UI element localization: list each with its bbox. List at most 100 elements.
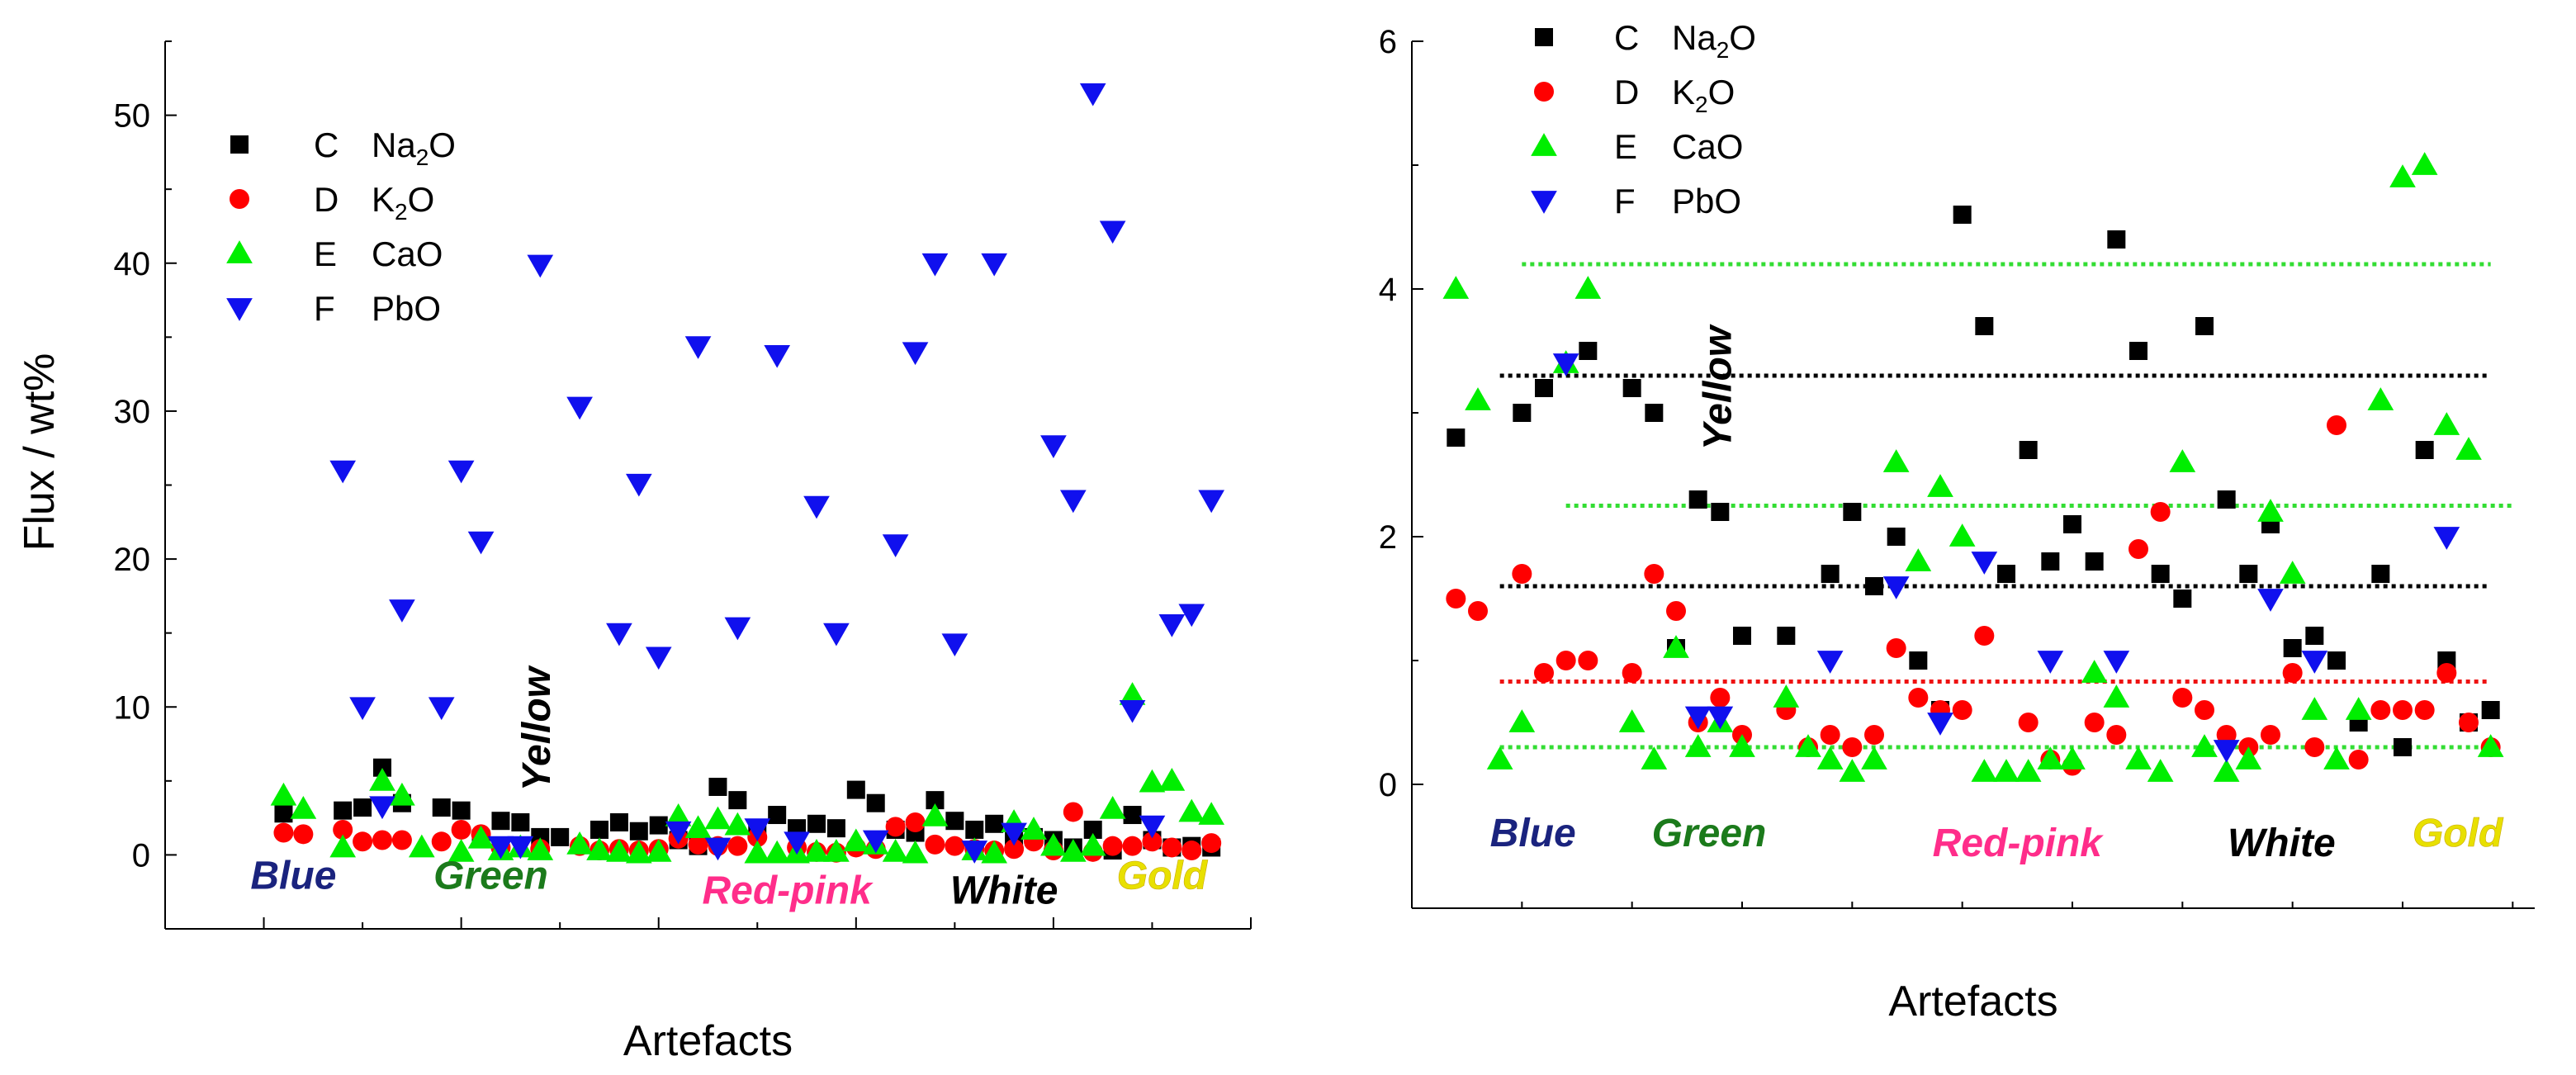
point-k2o (2195, 700, 2214, 720)
point-pbo (862, 830, 889, 854)
series-na2o (1447, 206, 2500, 756)
point-pbo (1178, 604, 1205, 627)
point-k2o (1644, 564, 1664, 584)
point-cao (1465, 387, 1491, 410)
category-label-white: White (2228, 822, 2336, 865)
point-cao (842, 828, 869, 852)
point-k2o (2436, 663, 2457, 683)
point-pbo (823, 623, 850, 646)
point-cao (2103, 684, 2130, 708)
legend-label-cao: E CaO (314, 234, 443, 273)
point-cao (2433, 412, 2460, 435)
point-na2o (2305, 627, 2324, 645)
point-k2o (2393, 700, 2413, 720)
y-tick-label: 2 (1379, 519, 1397, 556)
point-cao (1178, 798, 1205, 822)
point-na2o (1645, 404, 1664, 422)
point-pbo (389, 599, 415, 623)
point-k2o (1181, 841, 1202, 861)
point-pbo (329, 460, 357, 484)
point-cao (1641, 746, 1668, 770)
legend-marker-cao (1531, 133, 1557, 156)
point-na2o (708, 778, 727, 796)
point-pbo (606, 623, 632, 646)
point-k2o (1974, 626, 1995, 646)
point-na2o (649, 816, 668, 835)
point-pbo (784, 831, 810, 855)
point-cao (2279, 561, 2306, 584)
point-k2o (905, 812, 926, 832)
point-cao (1663, 635, 1689, 658)
point-pbo (902, 342, 929, 366)
point-pbo (2257, 589, 2284, 612)
point-cao (1816, 746, 1844, 770)
point-cao (1993, 759, 2020, 782)
point-na2o (2041, 552, 2060, 571)
point-na2o (728, 791, 747, 810)
point-k2o (2172, 688, 2193, 708)
point-na2o (926, 791, 945, 810)
point-pbo (704, 837, 732, 861)
y-tick-label: 6 (1379, 24, 1397, 60)
point-na2o (1997, 565, 2015, 583)
y-tick-label: 0 (1379, 767, 1397, 803)
point-na2o (1733, 627, 1751, 645)
point-pbo (941, 633, 968, 657)
point-na2o (807, 814, 826, 833)
legend-label-k2o: D K2O (314, 180, 434, 225)
point-cao (1684, 734, 1712, 757)
category-label-gold: Gold (2413, 812, 2504, 855)
point-cao (447, 838, 475, 862)
point-na2o (1887, 528, 1906, 546)
point-pbo (349, 697, 376, 721)
point-na2o (1447, 429, 1466, 447)
category-label-yellow: Yellow (515, 665, 559, 791)
point-na2o (2371, 565, 2390, 583)
point-cao (2015, 759, 2042, 782)
point-na2o (432, 798, 451, 817)
point-k2o (2018, 713, 2039, 732)
point-k2o (2106, 725, 2127, 745)
point-cao (2037, 746, 2064, 770)
point-na2o (2173, 590, 2192, 608)
point-cao (744, 840, 771, 864)
point-na2o (2239, 565, 2258, 583)
legend-label-cao: E CaO (1614, 127, 1743, 166)
point-na2o (452, 801, 471, 820)
series-cao (270, 682, 1225, 864)
point-cao (2345, 697, 2372, 720)
point-cao (1020, 817, 1047, 840)
point-na2o (1513, 404, 1532, 422)
point-na2o (985, 814, 1004, 833)
point-na2o (826, 819, 845, 838)
point-cao (2059, 746, 2086, 770)
point-k2o (273, 822, 294, 843)
point-cao (1059, 838, 1087, 862)
point-k2o (2216, 725, 2237, 745)
point-cao (389, 782, 415, 806)
legend-marker-k2o (1534, 82, 1554, 102)
point-cao (1882, 449, 1910, 472)
point-cao (2191, 734, 2218, 757)
point-na2o (2063, 515, 2081, 533)
point-pbo (882, 534, 909, 558)
point-k2o (1446, 589, 1466, 609)
point-cao (290, 796, 317, 819)
legend-marker-pbo (226, 298, 253, 321)
point-cao (2301, 697, 2328, 720)
point-cao (2081, 660, 2108, 683)
point-pbo (1001, 822, 1027, 846)
point-cao (2411, 152, 2438, 175)
chart-panel-2: 0 2 4 6 Blue Green Yellow Red-pink White Gold C Na2… (1379, 18, 2535, 1025)
point-cao (684, 815, 712, 839)
point-pbo (1552, 353, 1579, 376)
point-pbo (645, 646, 672, 670)
point-cao (2389, 164, 2416, 187)
point-na2o (511, 813, 530, 831)
point-cao (2125, 746, 2152, 770)
point-k2o (1162, 837, 1182, 858)
category-label-gold: Gold (1117, 855, 1209, 898)
series-cao (1442, 152, 2504, 782)
point-cao (2257, 499, 2284, 522)
point-pbo (1079, 83, 1106, 107)
